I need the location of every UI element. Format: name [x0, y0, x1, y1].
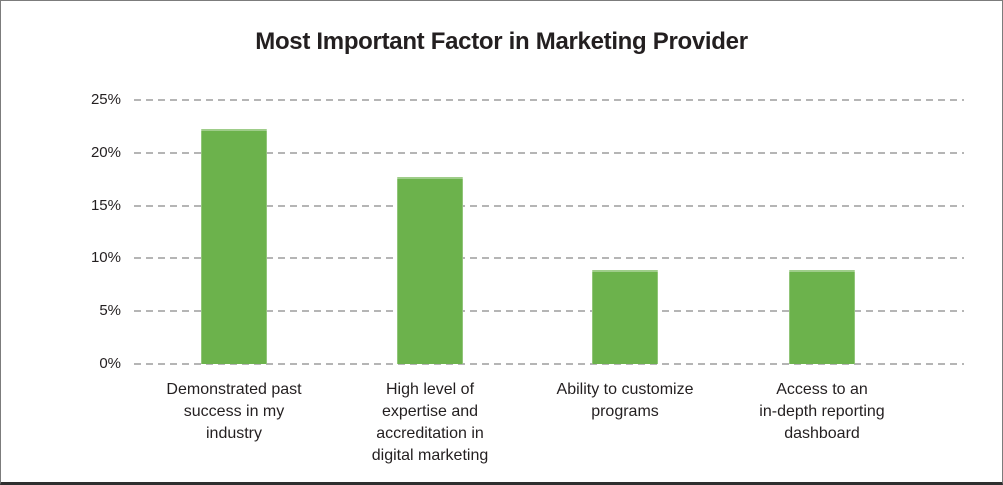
- gridline: [134, 363, 964, 365]
- gridline: [134, 310, 964, 313]
- y-axis-tick-label: 20%: [90, 143, 121, 161]
- bar: [592, 270, 658, 364]
- y-axis-tick-label: 10%: [90, 249, 121, 267]
- bar: [789, 270, 855, 364]
- y-axis-tick-label: 5%: [99, 302, 121, 320]
- gridline: [134, 151, 964, 154]
- x-axis-category-label: Ability to customize programs: [556, 381, 694, 420]
- bar: [397, 177, 463, 364]
- x-axis-category-label: Access to an in-depth reporting dashboar…: [759, 381, 885, 442]
- y-axis-tick-label: 25%: [90, 91, 121, 108]
- x-axis-category-label: High level of expertise and accreditatio…: [371, 381, 489, 464]
- plot-area: 0% 5% 10% 15% 20% 25% Demonstrated past succes…: [91, 91, 964, 464]
- bar: [201, 128, 267, 364]
- gridline: [134, 99, 964, 101]
- y-axis-tick-label: 0%: [99, 355, 121, 372]
- gridline: [134, 204, 964, 207]
- y-axis-tick-label: 15%: [90, 196, 121, 214]
- gridline: [134, 257, 964, 260]
- chart-title: Most Important Factor in Marketing Provi…: [255, 28, 748, 55]
- x-axis-category-label: Demonstrated past success in my industry: [166, 381, 302, 442]
